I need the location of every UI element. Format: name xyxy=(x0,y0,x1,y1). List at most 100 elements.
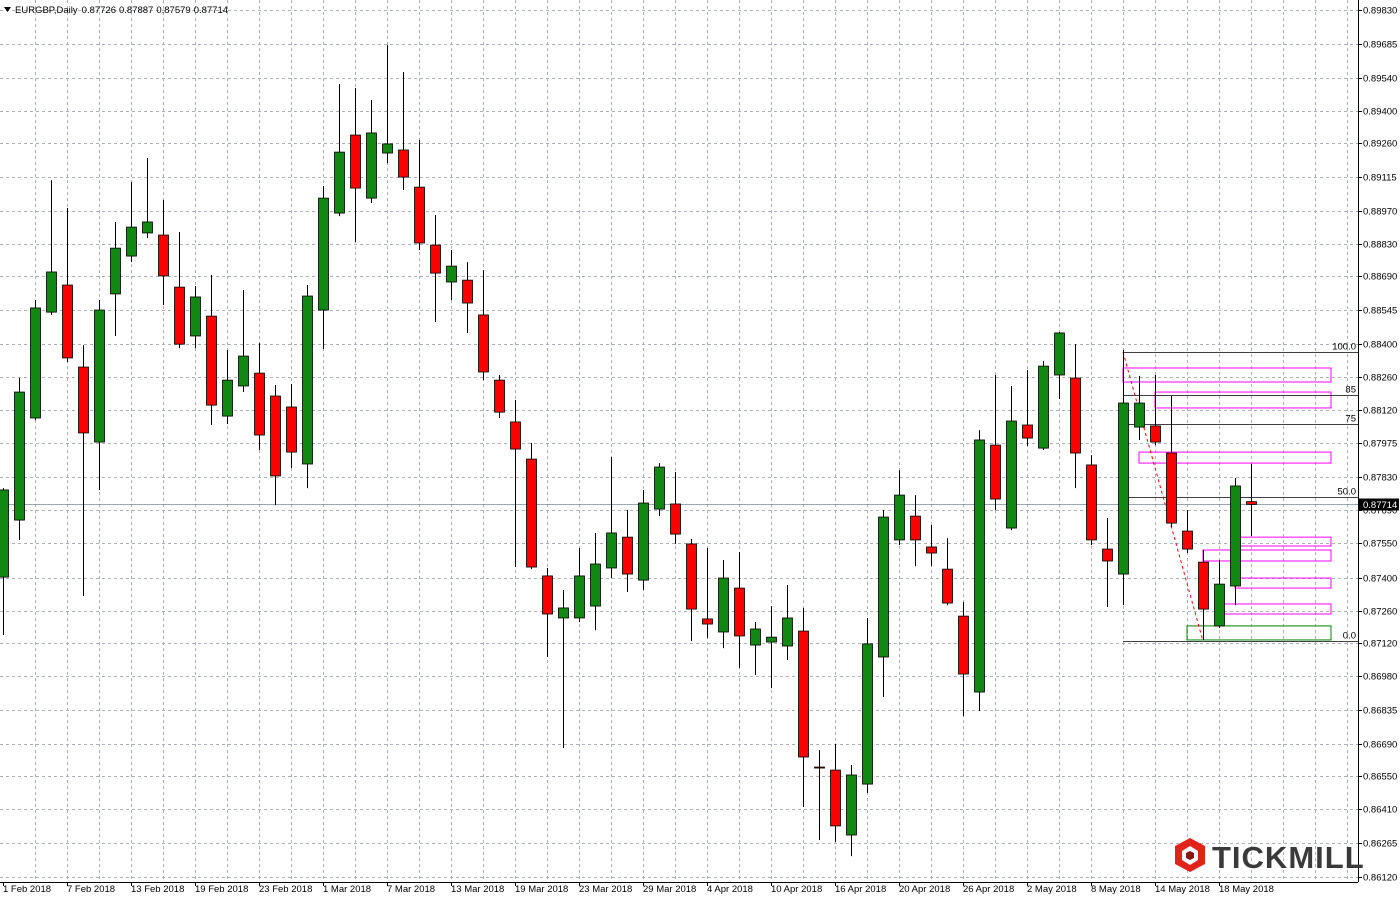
y-tick-label: 0.88120 xyxy=(1363,406,1397,417)
candle-body xyxy=(542,575,553,615)
candle-body xyxy=(1198,561,1209,610)
x-tick-label: 2 May 2018 xyxy=(1027,884,1077,895)
header-open: 0.87726 xyxy=(82,5,116,16)
x-tick-label: 29 Mar 2018 xyxy=(643,884,696,895)
candle-body xyxy=(222,379,233,417)
x-tick-label: 23 Mar 2018 xyxy=(579,884,632,895)
chart-title: EURGBP,Daily xyxy=(15,5,78,16)
candle-body xyxy=(782,617,793,647)
candle-body xyxy=(1086,464,1097,541)
candle-body xyxy=(62,284,73,359)
fib-label: 75 xyxy=(1345,414,1356,425)
candle-body xyxy=(30,307,41,419)
candle-body xyxy=(1006,420,1017,529)
candle-body xyxy=(798,630,809,758)
candle-body xyxy=(94,309,105,443)
last-price-box xyxy=(1359,498,1399,511)
y-tick-label: 0.86265 xyxy=(1363,839,1397,850)
candle-body xyxy=(862,643,873,785)
y-tick-label: 0.86980 xyxy=(1363,672,1397,683)
zone xyxy=(1138,451,1332,464)
y-tick-label: 0.89540 xyxy=(1363,74,1397,85)
y-tick-label: 0.87260 xyxy=(1363,607,1397,618)
candle-body xyxy=(846,774,857,836)
candle-body xyxy=(46,271,57,313)
candle-body xyxy=(734,587,745,637)
y-tick-label: 0.86690 xyxy=(1363,740,1397,751)
candle-body xyxy=(1102,548,1113,562)
candle-body xyxy=(702,618,713,625)
y-tick-label: 0.86120 xyxy=(1363,873,1397,884)
candle-body xyxy=(590,563,601,607)
y-tick-label: 0.89400 xyxy=(1363,107,1397,118)
y-tick-label: 0.88970 xyxy=(1363,207,1397,218)
x-tick-label: 19 Mar 2018 xyxy=(515,884,568,895)
y-tick-label: 0.89115 xyxy=(1363,173,1397,184)
candle-body xyxy=(238,355,249,387)
candle-body xyxy=(190,296,201,337)
candle-body xyxy=(1182,530,1193,550)
x-tick-label: 13 Feb 2018 xyxy=(131,884,184,895)
y-tick-label: 0.89260 xyxy=(1363,139,1397,150)
fib-label: 100.0 xyxy=(1332,342,1356,353)
candle-body xyxy=(558,607,569,619)
y-tick-label: 0.86410 xyxy=(1363,805,1397,816)
x-tick-label: 7 Mar 2018 xyxy=(387,884,435,895)
x-tick-label: 23 Feb 2018 xyxy=(259,884,312,895)
y-tick-label: 0.88400 xyxy=(1363,340,1397,351)
fib-label: 85 xyxy=(1345,385,1356,396)
candle-body xyxy=(510,421,521,450)
candle-body xyxy=(494,379,505,413)
candle-body xyxy=(142,221,153,234)
y-tick-label: 0.87975 xyxy=(1363,439,1397,450)
candle-body xyxy=(1230,485,1241,587)
candle-body xyxy=(1022,424,1033,439)
candle-body xyxy=(254,372,265,436)
x-tick-label: 20 Apr 2018 xyxy=(899,884,950,895)
candle-body xyxy=(430,244,441,274)
candle-body xyxy=(78,366,89,434)
candles xyxy=(0,45,1257,857)
x-tick-label: 4 Apr 2018 xyxy=(707,884,753,895)
candle-body xyxy=(766,636,777,643)
candle-body xyxy=(174,286,185,345)
fib-label: 50.0 xyxy=(1338,487,1357,498)
candle-body xyxy=(910,515,921,541)
candle-body xyxy=(942,568,953,604)
candle-body xyxy=(974,439,985,693)
candle-body xyxy=(526,458,537,568)
candle-body xyxy=(574,575,585,619)
y-tick-label: 0.87120 xyxy=(1363,639,1397,650)
y-tick-label: 0.89685 xyxy=(1363,40,1397,51)
zone xyxy=(1186,625,1332,641)
candle-body xyxy=(606,532,617,569)
candle-body xyxy=(1246,501,1257,505)
y-tick-label: 0.88830 xyxy=(1363,240,1397,251)
last-price-label: 0.87714 xyxy=(1363,500,1397,511)
candle-body xyxy=(0,489,9,578)
y-tick-label: 0.86550 xyxy=(1363,772,1397,783)
y-tick-label: 0.86835 xyxy=(1363,706,1397,717)
candle-body xyxy=(1214,583,1225,627)
candle-body xyxy=(206,315,217,406)
candle-body xyxy=(1070,377,1081,454)
candle-body xyxy=(302,295,313,465)
logo-icon-core xyxy=(1186,851,1194,860)
candle-body xyxy=(1166,452,1177,524)
y-tick-label: 0.87400 xyxy=(1363,574,1397,585)
candle-body xyxy=(814,766,825,769)
logo: TICKMILL xyxy=(1175,838,1364,875)
candle-body xyxy=(718,577,729,633)
candle-body xyxy=(462,279,473,304)
x-tick-label: 18 May 2018 xyxy=(1219,884,1274,895)
header-low: 0.87579 xyxy=(156,5,190,16)
candle-body xyxy=(686,543,697,610)
y-tick-label: 0.88545 xyxy=(1363,306,1397,317)
y-tick-label: 0.87550 xyxy=(1363,539,1397,550)
candle-body xyxy=(830,769,841,827)
candle-body xyxy=(270,395,281,477)
menu-triangle[interactable] xyxy=(4,7,11,12)
candle-body xyxy=(990,444,1001,500)
candle-body xyxy=(366,132,377,199)
